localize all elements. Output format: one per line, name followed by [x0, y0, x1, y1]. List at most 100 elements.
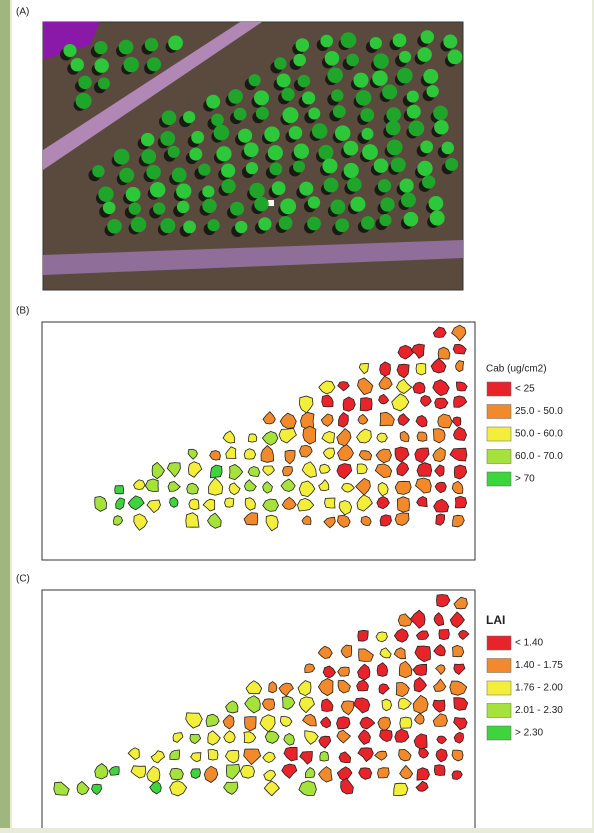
- tree: [393, 33, 407, 47]
- tree-crown: [378, 768, 390, 778]
- tree: [360, 108, 374, 122]
- tree: [327, 67, 343, 83]
- tree: [103, 201, 116, 214]
- tree: [346, 54, 359, 67]
- tree: [373, 53, 389, 69]
- tree: [417, 47, 431, 61]
- tree-crown: [394, 783, 408, 796]
- tree: [168, 146, 180, 158]
- tree: [382, 84, 397, 99]
- tree: [361, 216, 375, 230]
- tree: [325, 51, 340, 66]
- tree: [441, 142, 454, 155]
- tree-crown: [189, 499, 199, 510]
- tree: [146, 165, 160, 179]
- tree-crown: [400, 717, 412, 728]
- tree: [119, 40, 134, 55]
- tree: [119, 168, 134, 183]
- tree-crown: [245, 717, 257, 731]
- figure: (A) (B) (C) Cab (ug/cm2) LAI < 2525.0 - …: [0, 0, 594, 828]
- tree: [320, 35, 333, 48]
- tree: [98, 77, 110, 89]
- tree: [429, 196, 444, 211]
- tree-crown: [382, 699, 392, 711]
- legend-label: 60.0 - 70.0: [515, 451, 563, 462]
- tree: [426, 85, 438, 97]
- tree: [274, 57, 286, 69]
- tree: [202, 185, 214, 197]
- tree: [189, 148, 202, 161]
- legend-label: 2.01 - 2.30: [515, 705, 563, 716]
- panel-label: (C): [16, 574, 30, 585]
- tree: [335, 218, 349, 232]
- tree-crown: [208, 750, 218, 761]
- tree-crown: [325, 498, 336, 508]
- legend-title: LAI: [486, 613, 505, 627]
- legend-label: 50.0 - 60.0: [515, 429, 563, 440]
- tree: [308, 196, 320, 208]
- tree: [379, 214, 391, 226]
- tree-crown: [248, 467, 260, 477]
- legend-label: < 1.40: [515, 638, 544, 649]
- tree: [387, 139, 403, 155]
- tree: [399, 51, 411, 63]
- tree: [162, 110, 177, 125]
- tree-crown: [438, 414, 453, 428]
- tree: [141, 149, 156, 164]
- tree: [293, 161, 305, 173]
- tree: [228, 89, 243, 104]
- tree: [386, 121, 401, 136]
- tree: [71, 58, 84, 71]
- tree: [423, 69, 438, 84]
- legend-swatch: [487, 472, 511, 486]
- tree: [221, 179, 235, 193]
- tree: [443, 35, 457, 49]
- tree: [145, 38, 158, 51]
- tree: [269, 162, 282, 175]
- tree-crown: [455, 496, 466, 508]
- tree: [417, 161, 432, 176]
- tree: [124, 57, 139, 72]
- tree: [318, 145, 333, 160]
- tree-crown: [170, 768, 184, 780]
- legend-label: 1.76 - 2.00: [515, 683, 563, 694]
- tree: [281, 88, 294, 101]
- tree: [114, 149, 130, 165]
- legend-label: 25.0 - 50.0: [515, 406, 563, 417]
- tree: [408, 121, 424, 137]
- tree: [202, 199, 216, 213]
- tree-crown: [438, 347, 450, 359]
- legend-label: < 25: [515, 384, 535, 395]
- tree: [246, 162, 258, 174]
- tree: [249, 74, 261, 86]
- tree: [391, 157, 406, 172]
- tree-crown: [191, 769, 201, 779]
- tree: [234, 108, 247, 121]
- tree: [298, 75, 311, 88]
- tree: [279, 216, 293, 230]
- tree: [361, 128, 373, 140]
- tree: [386, 107, 401, 122]
- tree: [78, 76, 91, 89]
- tree-crown: [417, 768, 430, 781]
- tree-crown: [357, 464, 367, 474]
- tree-crown: [417, 432, 427, 441]
- tree: [344, 163, 359, 178]
- legend-label: 1.40 - 1.75: [515, 660, 563, 671]
- tree: [268, 145, 283, 160]
- tree: [141, 133, 154, 146]
- tree: [177, 201, 189, 213]
- tree: [277, 73, 291, 87]
- tree: [330, 200, 345, 215]
- tree-crown: [337, 717, 351, 729]
- tree: [98, 187, 113, 202]
- tree: [254, 197, 268, 211]
- tree: [289, 126, 303, 140]
- tree: [168, 36, 183, 51]
- tree: [150, 182, 165, 197]
- tree: [356, 90, 372, 106]
- page: (A) (B) (C) Cab (ug/cm2) LAI < 2525.0 - …: [0, 0, 594, 828]
- tree: [160, 131, 175, 146]
- legend-swatch: [487, 659, 511, 673]
- legend-title: Cab (ug/cm2): [486, 364, 547, 375]
